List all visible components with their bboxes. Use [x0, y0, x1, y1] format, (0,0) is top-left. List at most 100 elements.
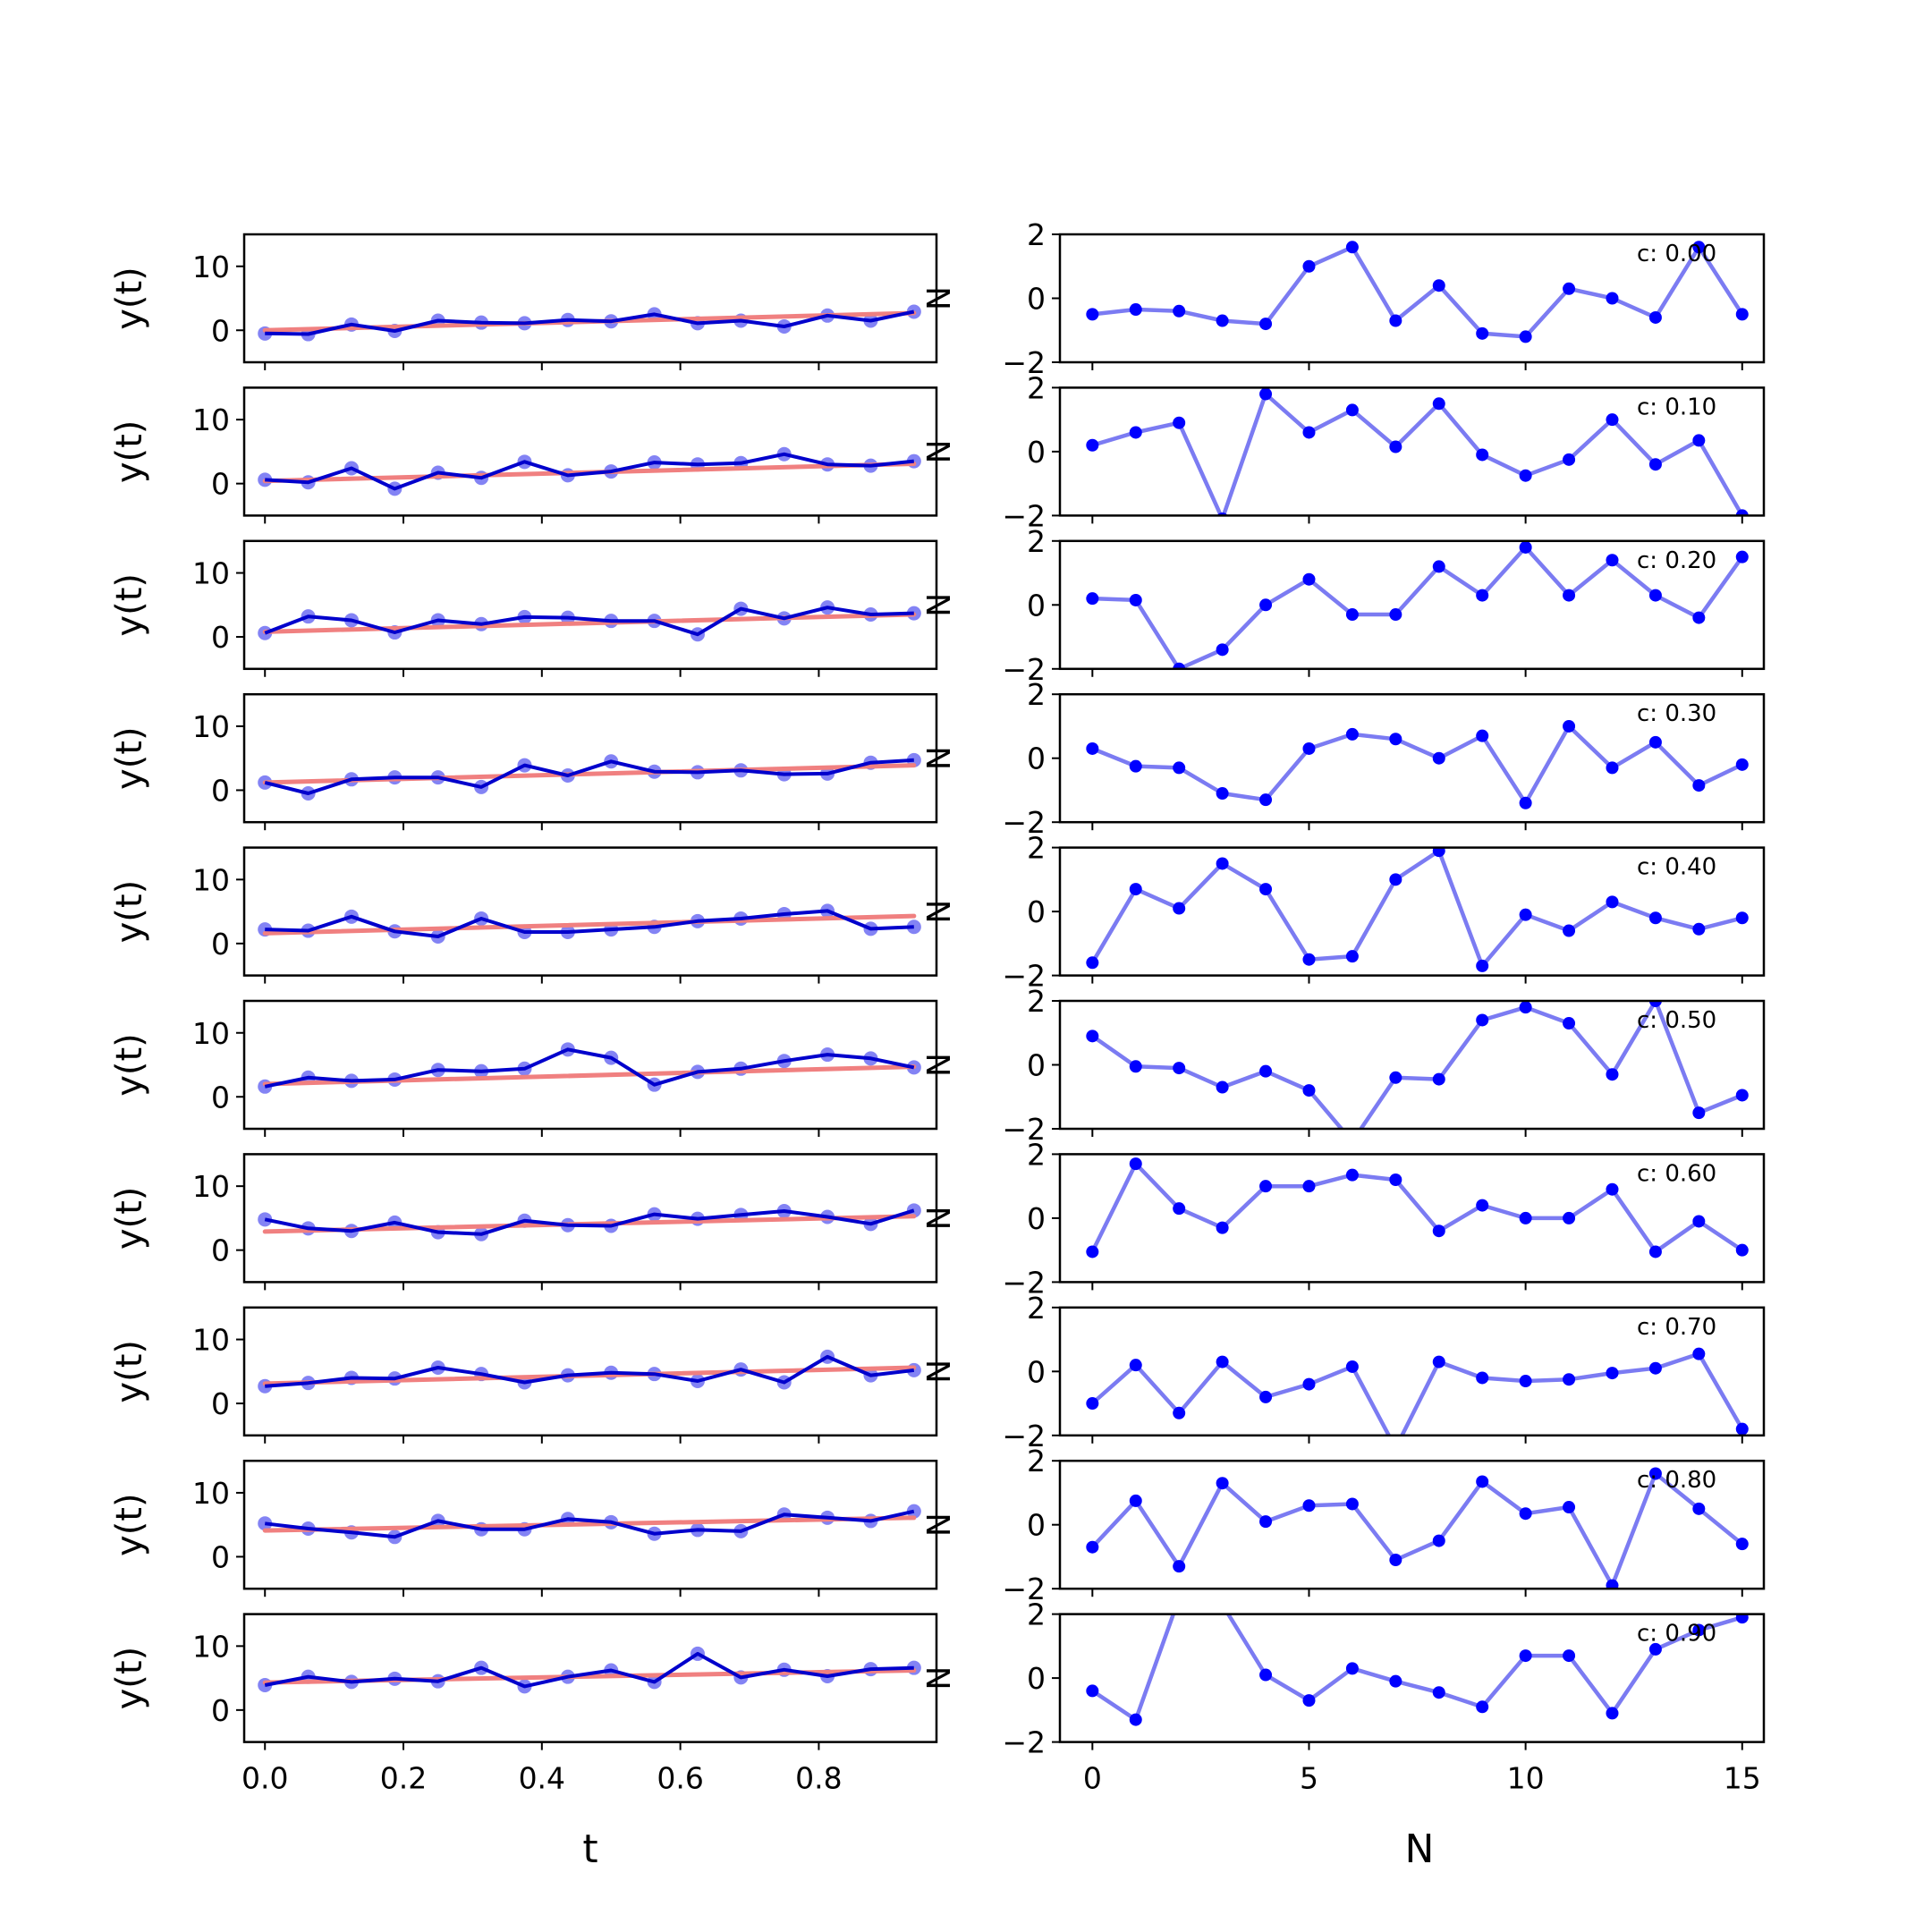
- right-panel-1: c: 0.10 −2 0 2 N: [921, 370, 1766, 533]
- right-data-point: [1519, 540, 1532, 554]
- left-fit-line: [262, 612, 917, 634]
- right-y-tick-label: 2: [1027, 1444, 1046, 1479]
- right-data-point: [1563, 1211, 1576, 1224]
- right-panel-9: c: 0.90 −2 0 2 0 5 10 15 N: [921, 1597, 1766, 1796]
- right-data-point: [1302, 741, 1316, 755]
- right-plot-area-0: [1086, 241, 1749, 343]
- right-y-tick-label: −2: [1002, 345, 1046, 380]
- right-data-point: [1432, 1355, 1445, 1368]
- right-data-point: [1606, 554, 1619, 567]
- right-annotation-label: c: 0.40: [1637, 854, 1716, 881]
- right-y-tick-label: 0: [1027, 894, 1046, 929]
- left-panel-0: 0 10 y(t): [109, 233, 938, 370]
- right-data-point: [1216, 643, 1229, 657]
- right-data-point: [1345, 241, 1359, 254]
- right-y-tick-label: −2: [1002, 805, 1046, 840]
- right-data-point: [1735, 1243, 1749, 1257]
- right-annotation-label: c: 0.20: [1637, 547, 1716, 574]
- right-annotation-label: c: 0.80: [1637, 1467, 1716, 1494]
- left-plot-area-8: [258, 1504, 921, 1545]
- right-data-point: [1735, 1089, 1749, 1102]
- left-data-line: [265, 909, 914, 938]
- right-x-axis-label: N: [1405, 1826, 1435, 1872]
- right-annotation-label: c: 0.30: [1637, 700, 1716, 727]
- right-y-tick-label: −2: [1002, 498, 1046, 533]
- right-y-axis-label: N: [921, 1666, 958, 1690]
- right-data-point: [1302, 1694, 1316, 1707]
- left-data-line: [264, 1509, 915, 1539]
- right-data-point: [1389, 1554, 1402, 1567]
- right-y-axis-label: N: [921, 900, 958, 924]
- left-plot-area-0: [258, 304, 921, 342]
- left-y-axis-label: y(t): [109, 573, 150, 637]
- right-plot-area-2: [1086, 540, 1749, 669]
- right-x-tick-label: 15: [1724, 1761, 1761, 1796]
- left-y-tick-label: 10: [192, 1323, 230, 1358]
- right-data-point: [1302, 426, 1316, 439]
- right-data-point: [1173, 1560, 1186, 1573]
- right-data-point: [1259, 1668, 1273, 1682]
- left-x-tick-label: 0.6: [657, 1761, 703, 1796]
- right-data-point: [1648, 735, 1662, 749]
- right-y-tick-label: −2: [1002, 1725, 1046, 1760]
- right-y-tick-label: −2: [1002, 1265, 1046, 1300]
- right-data-point: [1648, 1361, 1662, 1375]
- right-data-point: [1735, 1538, 1749, 1551]
- left-y-tick-label: 10: [192, 1629, 230, 1664]
- left-axes-frame: [242, 846, 938, 977]
- right-data-point: [1302, 1084, 1316, 1097]
- left-x-axis-label: t: [582, 1826, 597, 1872]
- right-data-point: [1216, 1477, 1229, 1490]
- right-data-point: [1692, 1502, 1706, 1515]
- right-data-point: [1648, 1245, 1662, 1258]
- right-data-point: [1389, 440, 1402, 453]
- left-y-axis-label: y(t): [109, 420, 150, 484]
- left-axes-frame: [242, 999, 938, 1131]
- right-data-point: [1216, 1221, 1229, 1234]
- right-data-point: [1345, 727, 1359, 741]
- right-data-point: [1563, 282, 1576, 295]
- right-data-point: [1735, 509, 1749, 516]
- right-y-tick-label: 2: [1027, 524, 1046, 559]
- right-plot-area-6: [1086, 1157, 1749, 1258]
- right-y-tick-label: 2: [1027, 831, 1046, 866]
- left-plot-area-7: [258, 1349, 921, 1394]
- right-data-point: [1432, 751, 1445, 765]
- right-data-point: [1606, 413, 1619, 427]
- left-data-line: [264, 1047, 915, 1089]
- right-data-point: [1302, 572, 1316, 586]
- right-y-axis-label: N: [921, 1513, 958, 1537]
- right-y-tick-label: −2: [1002, 959, 1046, 994]
- left-plot-area-1: [258, 446, 921, 496]
- right-y-tick-label: −2: [1002, 1419, 1046, 1453]
- right-y-tick-label: 2: [1027, 217, 1046, 252]
- right-data-point: [1129, 426, 1142, 439]
- right-data-point: [1519, 330, 1532, 343]
- left-y-axis-label: y(t): [109, 1493, 150, 1556]
- left-x-tick-label: 0.4: [519, 1761, 565, 1796]
- right-data-point: [1519, 1649, 1532, 1663]
- right-data-point: [1692, 1106, 1706, 1120]
- left-plot-area-2: [258, 600, 921, 642]
- right-data-point: [1606, 1068, 1619, 1081]
- left-axes-frame: [242, 1153, 938, 1284]
- right-data-point: [1173, 662, 1186, 669]
- right-data-point: [1648, 310, 1662, 324]
- left-y-tick-label: 10: [192, 1169, 230, 1204]
- right-data-point: [1606, 1579, 1619, 1589]
- right-y-tick-label: 0: [1027, 588, 1046, 623]
- right-data-point: [1302, 259, 1316, 273]
- right-data-point: [1432, 847, 1445, 858]
- left-panel-3: 0 10 y(t): [109, 692, 938, 831]
- right-x-tick-label: 10: [1507, 1761, 1545, 1796]
- left-plot-area-5: [258, 1042, 921, 1094]
- right-plot-area-8: [1086, 1467, 1749, 1589]
- right-data-point: [1563, 1649, 1576, 1663]
- right-data-point: [1648, 1642, 1662, 1656]
- left-panel-2: 0 10 y(t): [109, 539, 938, 677]
- right-plot-area-5: [1086, 1001, 1749, 1129]
- right-data-point: [1345, 608, 1359, 622]
- right-data-point: [1692, 1623, 1706, 1637]
- right-data-point: [1476, 1700, 1489, 1714]
- right-y-tick-label: 2: [1027, 677, 1046, 712]
